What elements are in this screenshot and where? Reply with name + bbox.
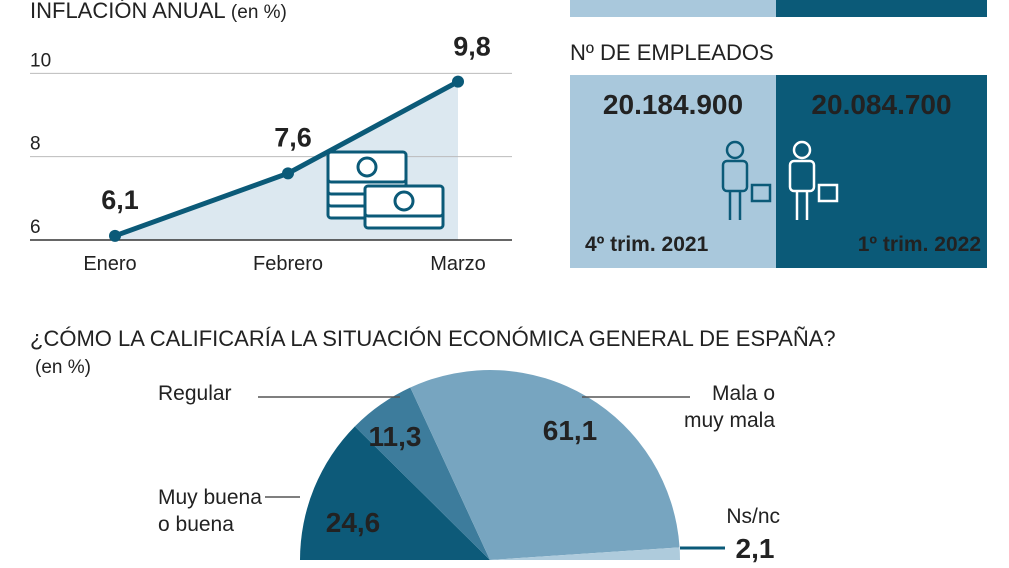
slice xyxy=(300,426,490,560)
card xyxy=(776,75,987,268)
slice xyxy=(354,387,490,560)
subtitle-text: (en %) xyxy=(231,2,287,23)
slice-label: Ns/nc xyxy=(726,505,780,528)
category-label: 4º trim. 2021 xyxy=(585,233,709,256)
slice xyxy=(490,547,680,560)
chart-title: ¿CÓMO LA CALIFICARÍA LA SITUACIÓN ECONÓM… xyxy=(30,326,836,351)
slice xyxy=(410,370,680,560)
header-cell xyxy=(570,0,776,17)
chart-title: Nº DE EMPLEADOS xyxy=(570,40,774,65)
value-label: 20.084.700 xyxy=(811,89,951,120)
value-label: 2,1 xyxy=(736,533,775,564)
x-tick-label: Marzo xyxy=(430,253,486,275)
card xyxy=(570,75,776,268)
leader-lines xyxy=(258,396,725,550)
x-tick-label: Febrero xyxy=(253,253,323,275)
value-label: 9,8 xyxy=(453,32,491,62)
value-label: 24,6 xyxy=(326,507,381,538)
category-label: 1º trim. 2022 xyxy=(858,233,981,256)
person-icon xyxy=(788,140,839,220)
slice-label: Muy buena o buena xyxy=(158,486,262,536)
money-icon xyxy=(326,150,445,230)
point xyxy=(109,229,121,242)
point xyxy=(282,167,294,180)
chart-subtitle: (en %) xyxy=(35,357,91,378)
title-text: INFLACIÓN ANUAL xyxy=(30,0,225,23)
header-cell xyxy=(776,0,987,17)
person-icon xyxy=(721,140,772,220)
value-label: 6,1 xyxy=(101,185,139,215)
slice-label: Regular xyxy=(158,382,232,405)
value-label: 61,1 xyxy=(543,415,598,446)
chart-title: INFLACIÓN ANUAL (en %) xyxy=(30,0,287,23)
slice-label: Mala o muy mala xyxy=(683,382,775,432)
y-tick-label: 6 xyxy=(30,217,41,238)
y-tick-label: 10 xyxy=(30,50,51,71)
y-tick-label: 8 xyxy=(30,134,41,155)
value-label: 7,6 xyxy=(274,122,312,152)
point xyxy=(452,75,464,88)
value-label: 11,3 xyxy=(369,421,422,452)
x-tick-label: Enero xyxy=(83,253,136,275)
value-label: 20.184.900 xyxy=(603,89,743,120)
